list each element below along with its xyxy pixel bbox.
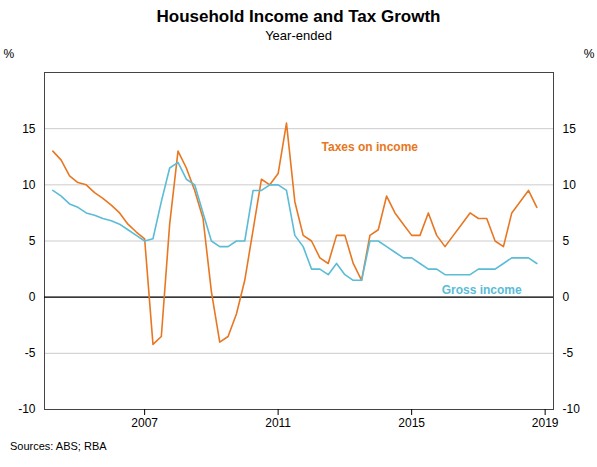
svg-text:2019: 2019	[532, 416, 559, 430]
svg-text:2015: 2015	[398, 416, 425, 430]
svg-text:15: 15	[563, 122, 577, 136]
svg-text:2007: 2007	[131, 416, 158, 430]
svg-text:%: %	[584, 47, 595, 61]
svg-text:Gross income: Gross income	[442, 283, 522, 297]
svg-text:2011: 2011	[265, 416, 291, 430]
svg-text:10: 10	[563, 178, 577, 192]
svg-text:5: 5	[563, 234, 570, 248]
svg-text:0: 0	[563, 290, 570, 304]
svg-text:-10: -10	[18, 402, 36, 416]
svg-text:Taxes on income: Taxes on income	[322, 140, 419, 154]
svg-text:-5: -5	[563, 346, 574, 360]
svg-text:-10: -10	[563, 402, 581, 416]
html-text:Sources: ABS; RBA: Sources: ABS; RBA	[10, 440, 107, 452]
svg-text:15: 15	[22, 122, 36, 136]
html-text:Year-ended: Year-ended	[265, 28, 332, 43]
svg-text:%: %	[4, 47, 15, 61]
svg-text:-5: -5	[25, 346, 36, 360]
svg-text:5: 5	[29, 234, 36, 248]
svg-text:10: 10	[22, 178, 36, 192]
html-text:Household Income and Tax Growt: Household Income and Tax Growth	[156, 7, 441, 26]
svg-text:0: 0	[29, 290, 36, 304]
